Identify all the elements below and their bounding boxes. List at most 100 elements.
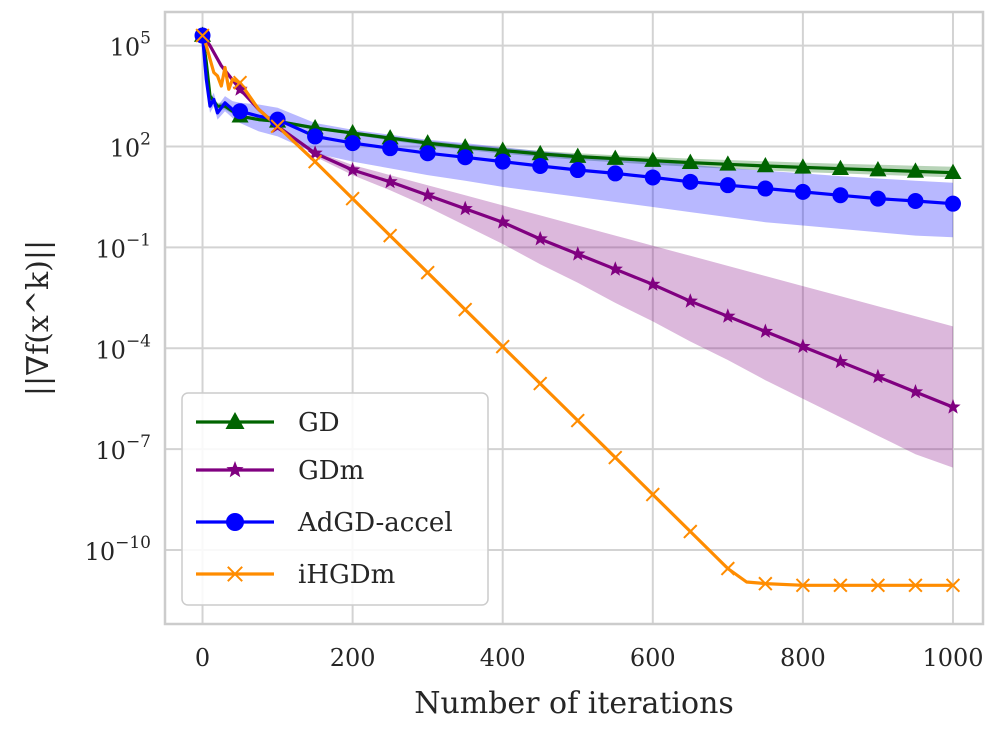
marker-gdm — [720, 308, 736, 323]
marker-ihgdm — [195, 28, 210, 43]
marker-gd — [419, 134, 437, 150]
y-tick-exponent: 2 — [140, 130, 151, 150]
marker-ihgdm — [270, 119, 285, 134]
x-tick-labels: 0 200 400 600 800 1000 — [195, 644, 984, 672]
marker-ihgdm — [908, 578, 923, 593]
marker-gd — [531, 144, 549, 161]
line-adgd-accel — [200, 35, 954, 206]
plot-frame — [163, 10, 985, 626]
legend-label: GD — [298, 408, 340, 438]
marker-gd — [344, 124, 362, 140]
series-markers — [193, 26, 962, 593]
marker-gdm — [682, 293, 698, 308]
marker-ihgdm — [232, 75, 248, 90]
marker-ihgdm — [645, 487, 660, 502]
marker-ihgdm — [795, 578, 810, 593]
marker-adgd-accel — [569, 162, 586, 179]
marker-adgd-accel — [869, 190, 886, 207]
marker-adgd-accel — [644, 169, 661, 186]
y-tick-label: 10−7 — [95, 432, 151, 465]
marker-adgd-accel — [382, 140, 399, 157]
marker-adgd-accel — [494, 153, 511, 170]
x-tick-label: 1000 — [922, 644, 983, 672]
marker-adgd-accel — [607, 165, 624, 182]
y-tick-base: 10 — [85, 538, 116, 566]
legend: GD GDm AdGD-accel iHGDm — [181, 392, 489, 606]
y-tick-base: 10 — [110, 135, 141, 163]
marker-gdm — [907, 384, 924, 399]
y-tick-base: 10 — [110, 34, 141, 62]
marker-adgd-accel — [419, 145, 436, 162]
y-tick-exponent: 5 — [140, 29, 151, 49]
y-axis-title: ||∇f(x^k)|| — [21, 240, 56, 396]
marker-gdm — [382, 173, 398, 189]
marker-gdm — [420, 187, 436, 202]
marker-gdm — [795, 338, 811, 354]
y-tick-label: 102 — [110, 130, 151, 163]
legend-marker-gd — [225, 412, 245, 429]
marker-gd — [944, 163, 962, 180]
marker-gd — [831, 159, 849, 175]
marker-gdm — [945, 399, 961, 414]
y-tick-label: 10−10 — [85, 533, 151, 566]
x-tick-label: 600 — [630, 644, 676, 672]
marker-gd — [681, 153, 699, 169]
marker-gdm — [757, 323, 773, 338]
y-tick-label: 105 — [110, 29, 151, 62]
marker-gdm — [345, 162, 361, 177]
legend-box — [181, 392, 489, 606]
marker-gd — [756, 157, 774, 173]
marker-gd — [906, 162, 925, 178]
marker-adgd-accel — [457, 149, 474, 166]
y-tick-base: 10 — [95, 235, 126, 263]
marker-gdm — [532, 231, 548, 246]
legend-label: AdGD-accel — [297, 508, 453, 538]
x-axis-title: Number of iterations — [414, 686, 734, 721]
marker-ihgdm — [720, 561, 735, 576]
marker-adgd-accel — [719, 177, 736, 194]
marker-adgd-accel — [344, 135, 361, 152]
marker-ihgdm — [570, 413, 585, 428]
marker-gdm — [832, 353, 848, 369]
marker-ihgdm — [945, 578, 961, 593]
marker-gd — [606, 149, 624, 165]
marker-gdm — [457, 200, 473, 216]
marker-adgd-accel — [532, 158, 549, 175]
marker-gdm — [870, 368, 886, 384]
legend-marker-ihgdm — [227, 566, 243, 582]
marker-ihgdm — [345, 191, 360, 206]
marker-adgd-accel — [682, 173, 699, 190]
marker-gd — [719, 155, 737, 171]
marker-ihgdm — [383, 228, 398, 243]
y-tick-base: 10 — [95, 336, 126, 364]
y-tick-label: 10−4 — [95, 331, 151, 364]
marker-ihgdm — [307, 154, 323, 169]
marker-gd — [456, 138, 474, 154]
marker-gd — [644, 151, 662, 167]
marker-ihgdm — [870, 578, 886, 593]
x-tick-label: 800 — [780, 644, 826, 672]
marker-gdm — [607, 261, 623, 276]
marker-adgd-accel — [944, 195, 961, 212]
y-tick-exponent: −4 — [126, 331, 151, 351]
marker-gdm — [232, 81, 248, 96]
marker-gd — [794, 158, 812, 174]
legend-label: GDm — [298, 456, 364, 486]
marker-ihgdm — [758, 576, 773, 591]
marker-ihgdm — [458, 302, 473, 317]
marker-adgd-accel — [232, 103, 249, 120]
marker-ihgdm — [533, 376, 548, 391]
y-tick-exponent: −7 — [126, 432, 151, 452]
marker-gd — [869, 161, 887, 177]
marker-adgd-accel — [757, 180, 774, 197]
marker-adgd-accel — [794, 183, 811, 200]
marker-gdm — [645, 276, 661, 291]
marker-gd — [381, 129, 399, 145]
legend-marker-gdm — [226, 461, 244, 478]
y-tick-exponent: −10 — [115, 533, 151, 553]
x-tick-label: 200 — [330, 644, 376, 672]
marker-gd — [569, 147, 587, 163]
x-tick-label: 0 — [195, 644, 210, 672]
